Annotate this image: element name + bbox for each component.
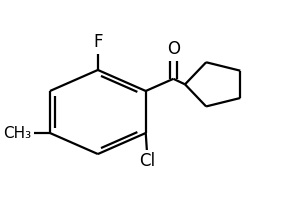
Text: O: O <box>167 40 180 58</box>
Text: Cl: Cl <box>139 152 155 170</box>
Text: F: F <box>93 33 103 51</box>
Text: CH₃: CH₃ <box>3 125 32 140</box>
